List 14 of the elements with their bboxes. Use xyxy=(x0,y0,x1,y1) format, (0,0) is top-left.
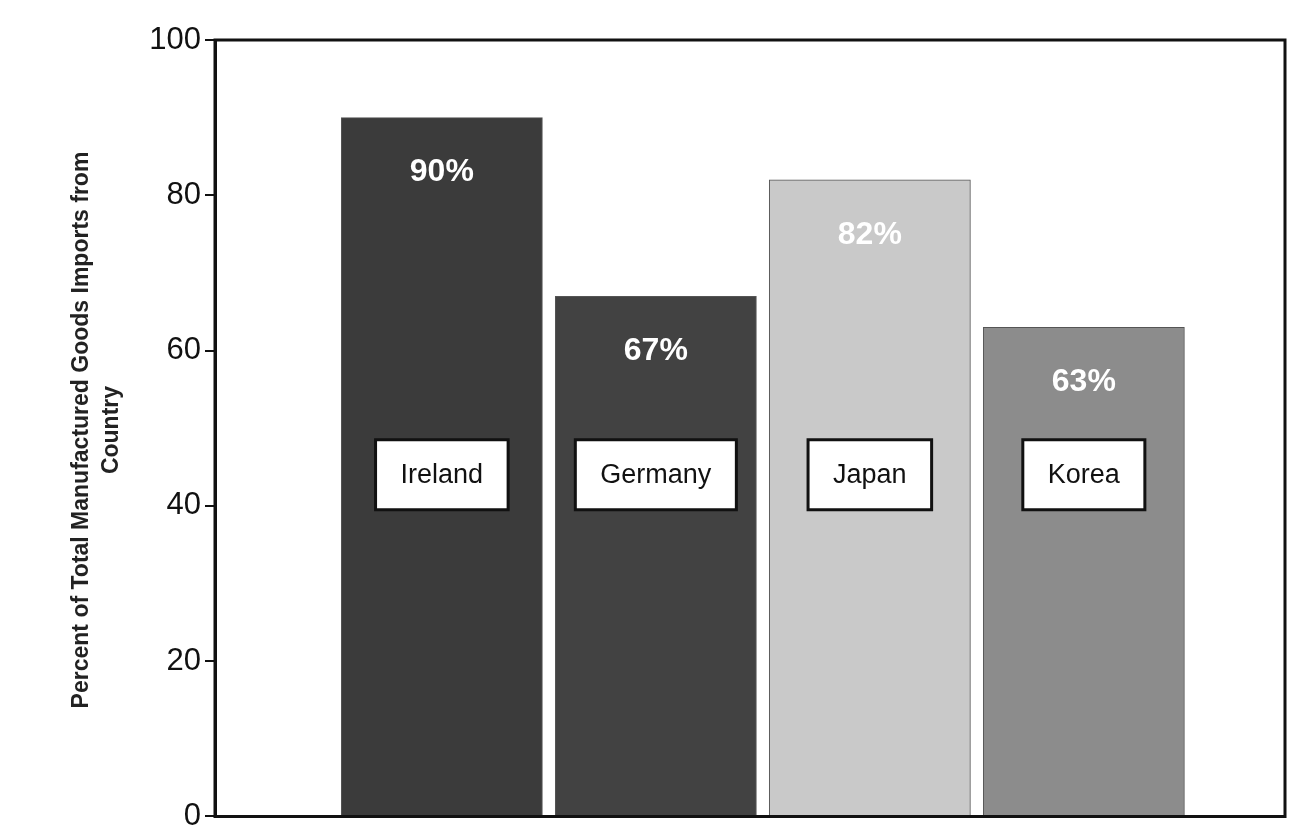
y-tick-label: 80 xyxy=(166,175,201,211)
y-axis-title: Percent of Total Manufactured Goods Imports from Country xyxy=(66,150,124,711)
y-tick-label: 40 xyxy=(166,486,201,522)
data-label: 67% xyxy=(623,331,688,368)
x-tick-label: Germany xyxy=(600,459,712,490)
x-tick-label: Japan xyxy=(833,459,907,490)
data-label: 90% xyxy=(409,152,474,189)
data-label: 63% xyxy=(1051,362,1116,399)
y-tick-label: 20 xyxy=(166,641,201,677)
y-tick-label: 60 xyxy=(166,331,201,367)
y-tick-label: 100 xyxy=(149,20,201,56)
y-tick-label: 0 xyxy=(183,796,201,832)
x-tick-label: Ireland xyxy=(400,459,484,490)
x-tick-label: Korea xyxy=(1047,459,1121,490)
